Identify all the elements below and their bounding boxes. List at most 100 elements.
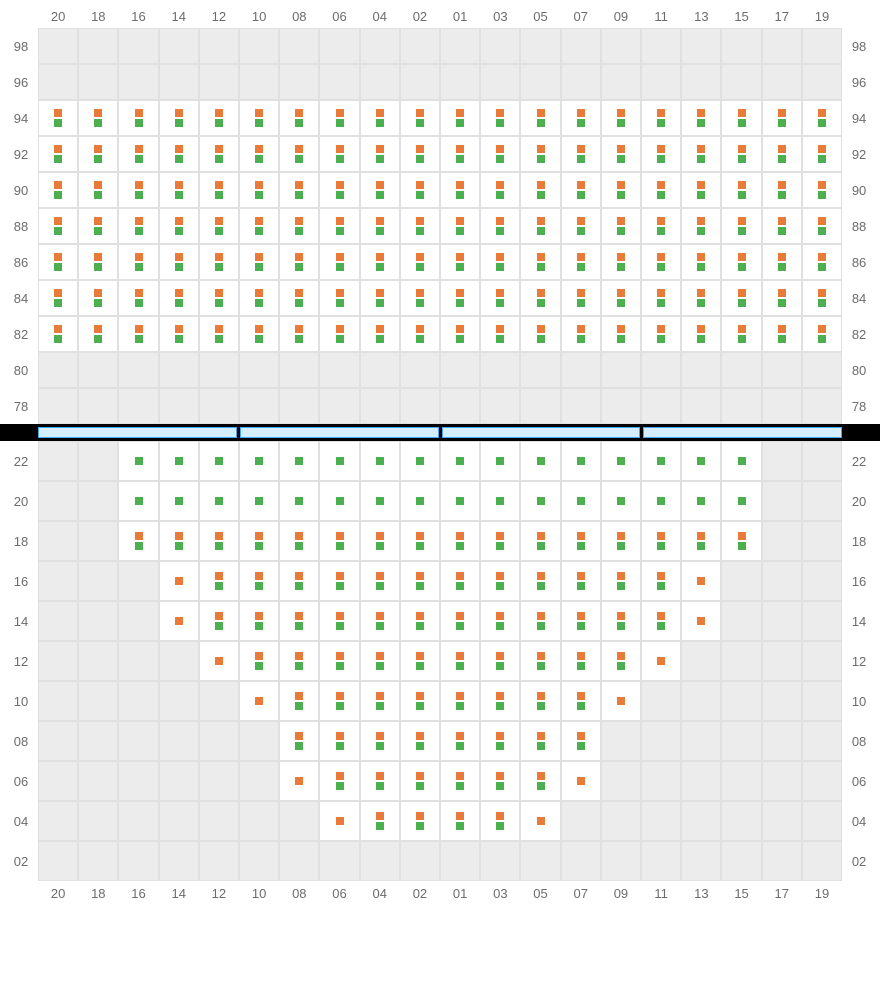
seat-cell[interactable] (279, 761, 319, 801)
seat-cell[interactable] (681, 280, 721, 316)
seat-cell[interactable] (520, 681, 560, 721)
seat-cell[interactable] (520, 172, 560, 208)
seat-cell[interactable] (159, 208, 199, 244)
seat-cell[interactable] (239, 280, 279, 316)
seat-cell[interactable] (440, 761, 480, 801)
seat-cell[interactable] (78, 244, 118, 280)
seat-cell[interactable] (319, 561, 359, 601)
seat-cell[interactable] (641, 208, 681, 244)
seat-cell[interactable] (319, 521, 359, 561)
seat-cell[interactable] (440, 172, 480, 208)
seat-cell[interactable] (400, 136, 440, 172)
seat-cell[interactable] (319, 481, 359, 521)
seat-cell[interactable] (400, 316, 440, 352)
seat-cell[interactable] (520, 481, 560, 521)
seat-cell[interactable] (360, 641, 400, 681)
seat-cell[interactable] (762, 208, 802, 244)
seat-cell[interactable] (199, 601, 239, 641)
seat-cell[interactable] (641, 280, 681, 316)
seat-cell[interactable] (199, 100, 239, 136)
seat-cell[interactable] (721, 100, 761, 136)
seat-cell[interactable] (319, 208, 359, 244)
seat-cell[interactable] (38, 316, 78, 352)
seat-cell[interactable] (239, 561, 279, 601)
seat-cell[interactable] (601, 441, 641, 481)
seat-cell[interactable] (239, 100, 279, 136)
divider-bar[interactable] (643, 427, 842, 438)
seat-cell[interactable] (480, 801, 520, 841)
seat-cell[interactable] (199, 481, 239, 521)
seat-cell[interactable] (279, 681, 319, 721)
seat-cell[interactable] (561, 280, 601, 316)
seat-cell[interactable] (239, 481, 279, 521)
seat-cell[interactable] (520, 601, 560, 641)
seat-cell[interactable] (721, 481, 761, 521)
seat-cell[interactable] (480, 721, 520, 761)
seat-cell[interactable] (199, 641, 239, 681)
seat-cell[interactable] (360, 521, 400, 561)
seat-cell[interactable] (118, 481, 158, 521)
seat-cell[interactable] (400, 100, 440, 136)
seat-cell[interactable] (239, 521, 279, 561)
seat-cell[interactable] (360, 208, 400, 244)
seat-cell[interactable] (159, 481, 199, 521)
seat-cell[interactable] (199, 441, 239, 481)
seat-cell[interactable] (721, 316, 761, 352)
seat-cell[interactable] (239, 441, 279, 481)
seat-cell[interactable] (480, 761, 520, 801)
seat-cell[interactable] (360, 316, 400, 352)
seat-cell[interactable] (561, 316, 601, 352)
seat-cell[interactable] (319, 316, 359, 352)
seat-cell[interactable] (319, 641, 359, 681)
seat-cell[interactable] (520, 244, 560, 280)
seat-cell[interactable] (440, 641, 480, 681)
seat-cell[interactable] (279, 441, 319, 481)
seat-cell[interactable] (440, 521, 480, 561)
seat-cell[interactable] (641, 641, 681, 681)
seat-cell[interactable] (440, 208, 480, 244)
seat-cell[interactable] (159, 100, 199, 136)
seat-cell[interactable] (641, 316, 681, 352)
seat-cell[interactable] (38, 208, 78, 244)
seat-cell[interactable] (199, 172, 239, 208)
seat-cell[interactable] (721, 136, 761, 172)
seat-cell[interactable] (239, 641, 279, 681)
seat-cell[interactable] (319, 280, 359, 316)
seat-cell[interactable] (118, 521, 158, 561)
seat-cell[interactable] (641, 481, 681, 521)
seat-cell[interactable] (199, 316, 239, 352)
seat-cell[interactable] (561, 601, 601, 641)
seat-cell[interactable] (360, 721, 400, 761)
seat-cell[interactable] (400, 521, 440, 561)
divider-bar[interactable] (38, 427, 237, 438)
seat-cell[interactable] (118, 244, 158, 280)
seat-cell[interactable] (400, 280, 440, 316)
seat-cell[interactable] (762, 172, 802, 208)
seat-cell[interactable] (561, 641, 601, 681)
seat-cell[interactable] (360, 441, 400, 481)
seat-cell[interactable] (319, 681, 359, 721)
seat-cell[interactable] (561, 481, 601, 521)
seat-cell[interactable] (802, 100, 842, 136)
seat-cell[interactable] (400, 481, 440, 521)
seat-cell[interactable] (360, 681, 400, 721)
seat-cell[interactable] (561, 521, 601, 561)
seat-cell[interactable] (279, 641, 319, 681)
seat-cell[interactable] (561, 100, 601, 136)
seat-cell[interactable] (319, 801, 359, 841)
seat-cell[interactable] (400, 172, 440, 208)
seat-cell[interactable] (199, 244, 239, 280)
seat-cell[interactable] (159, 441, 199, 481)
seat-cell[interactable] (239, 316, 279, 352)
seat-cell[interactable] (561, 561, 601, 601)
seat-cell[interactable] (721, 244, 761, 280)
seat-cell[interactable] (319, 136, 359, 172)
seat-cell[interactable] (279, 561, 319, 601)
seat-cell[interactable] (360, 280, 400, 316)
seat-cell[interactable] (520, 100, 560, 136)
seat-cell[interactable] (440, 801, 480, 841)
seat-cell[interactable] (480, 316, 520, 352)
seat-cell[interactable] (118, 208, 158, 244)
seat-cell[interactable] (279, 208, 319, 244)
seat-cell[interactable] (802, 172, 842, 208)
